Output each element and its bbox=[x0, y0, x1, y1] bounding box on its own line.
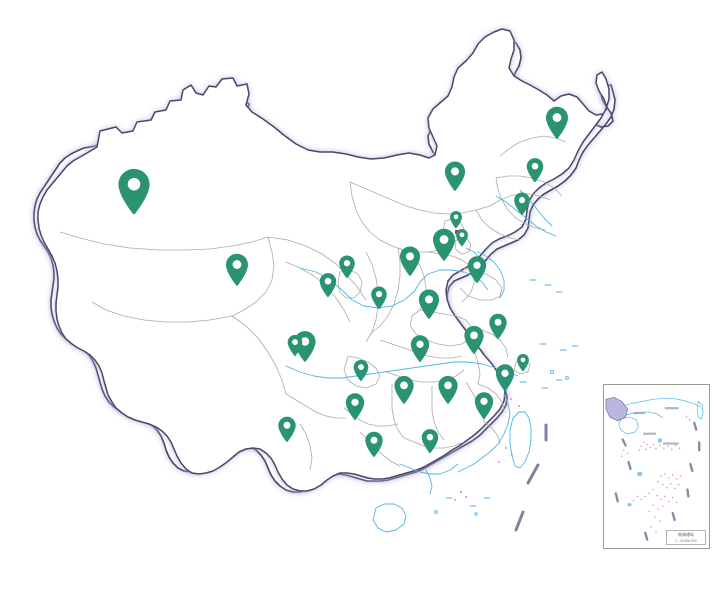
marker-innermongolia[interactable] bbox=[444, 161, 466, 192]
marker-shaanxi[interactable] bbox=[371, 286, 388, 310]
map-pin-icon bbox=[464, 325, 484, 354]
map-pin-icon bbox=[339, 255, 355, 279]
marker-jiangsu[interactable] bbox=[489, 313, 508, 340]
map-pin-icon bbox=[410, 335, 430, 362]
map-pin-icon bbox=[467, 256, 487, 283]
map-pin-icon bbox=[546, 106, 568, 139]
map-pin-icon bbox=[489, 313, 507, 340]
inset-scale-ratio: 1 : 34 800 000 bbox=[675, 539, 697, 543]
marker-xinjiang[interactable] bbox=[117, 168, 151, 216]
marker-beijing[interactable] bbox=[450, 210, 463, 229]
map-pin-icon bbox=[287, 334, 303, 357]
marker-guangxi[interactable] bbox=[365, 431, 384, 458]
map-pin-icon bbox=[474, 392, 494, 419]
map-pin-icon bbox=[421, 429, 439, 454]
marker-tibet-east[interactable] bbox=[287, 334, 303, 357]
map-pin-icon bbox=[371, 286, 387, 310]
marker-heilongjiang[interactable] bbox=[545, 106, 569, 140]
marker-jilin[interactable] bbox=[526, 157, 544, 183]
marker-chongqing[interactable] bbox=[353, 359, 369, 382]
marker-guizhou[interactable] bbox=[345, 393, 365, 421]
inset-map-svg bbox=[605, 396, 704, 541]
inset-scale-box: 南海诸岛 1 : 34 800 000 bbox=[666, 530, 706, 545]
marker-fujian[interactable] bbox=[474, 392, 494, 420]
map-pin-icon bbox=[517, 353, 529, 372]
rivers-and-water bbox=[285, 189, 579, 533]
marker-jiangxi[interactable] bbox=[438, 375, 459, 405]
marker-gansu[interactable] bbox=[319, 272, 337, 298]
map-pin-icon bbox=[514, 192, 530, 216]
marker-zhejiang[interactable] bbox=[495, 364, 515, 392]
marker-hubei[interactable] bbox=[410, 335, 430, 363]
map-pin-icon bbox=[456, 228, 468, 247]
national-border-detail bbox=[37, 28, 610, 492]
map-pin-icon bbox=[418, 289, 440, 319]
map-pin-icon bbox=[433, 228, 455, 261]
marker-guangdong[interactable] bbox=[421, 428, 439, 454]
map-pin-icon bbox=[495, 364, 515, 391]
map-pin-icon bbox=[118, 168, 150, 215]
map-pin-icon bbox=[438, 375, 458, 404]
marker-shanghai[interactable] bbox=[517, 353, 530, 372]
marker-hunan[interactable] bbox=[394, 375, 415, 405]
marker-liaoning[interactable] bbox=[514, 192, 531, 216]
map-pin-icon bbox=[444, 161, 466, 191]
marker-shandong[interactable] bbox=[467, 256, 487, 284]
map-pin-icon bbox=[365, 431, 383, 458]
south-china-sea-inset[interactable]: 南海诸岛 1 : 34 800 000 bbox=[603, 384, 710, 549]
map-pin-icon bbox=[226, 253, 248, 286]
map-pin-icon bbox=[450, 210, 462, 229]
marker-shanxi[interactable] bbox=[399, 246, 421, 277]
marker-henan[interactable] bbox=[418, 289, 440, 320]
marker-yunnan[interactable] bbox=[278, 416, 297, 443]
map-pin-icon bbox=[399, 246, 421, 276]
map-pin-icon bbox=[319, 273, 337, 298]
map-pin-icon bbox=[526, 158, 544, 183]
marker-hebei[interactable] bbox=[432, 228, 456, 262]
marker-qinghai[interactable] bbox=[225, 253, 249, 287]
map-pin-icon bbox=[345, 393, 365, 420]
marker-ningxia[interactable] bbox=[339, 255, 356, 279]
map-pin-icon bbox=[353, 359, 369, 382]
map-pin-icon bbox=[394, 375, 414, 404]
map-pin-icon bbox=[278, 416, 296, 443]
marker-tianjin[interactable] bbox=[456, 228, 469, 247]
nine-dash-line bbox=[514, 423, 548, 532]
marker-anhui[interactable] bbox=[464, 325, 485, 355]
inset-scale-label: 南海诸岛 bbox=[678, 532, 694, 537]
south-china-sea-islands bbox=[454, 398, 520, 501]
